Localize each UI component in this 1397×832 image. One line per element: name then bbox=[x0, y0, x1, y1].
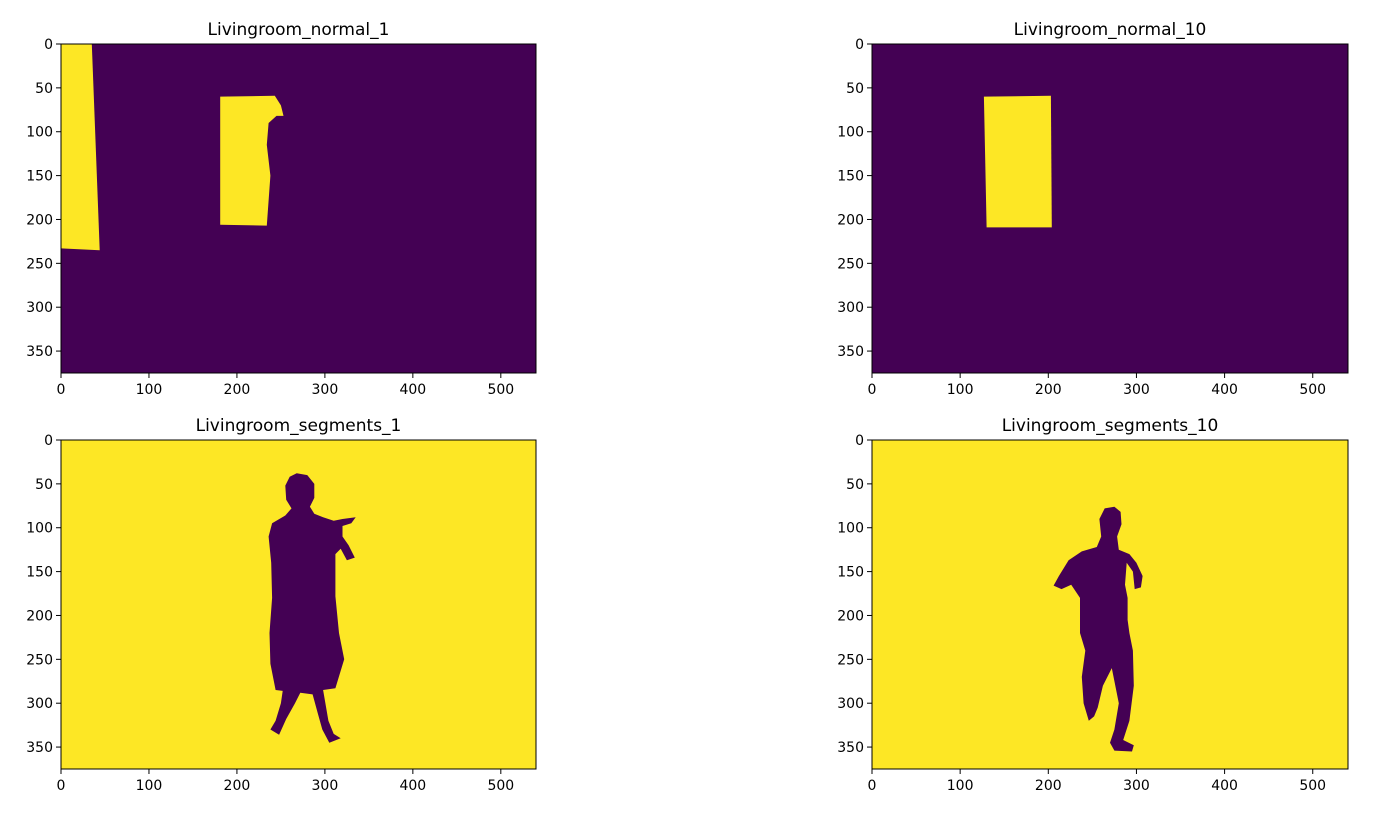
x-tick-label: 500 bbox=[1299, 778, 1326, 794]
y-tick-label: 300 bbox=[26, 300, 53, 316]
panel-livingroom-normal-10: Livingroom_normal_10 0 100 200 300 400 500 0 50 1… bbox=[837, 20, 1349, 398]
axes-frame bbox=[871, 439, 1349, 770]
y-tick-label: 0 bbox=[855, 433, 864, 449]
x-tick-label: 200 bbox=[224, 778, 251, 794]
y-tick-label: 250 bbox=[26, 652, 53, 668]
y-tick-label: 50 bbox=[846, 81, 864, 97]
x-tick-label: 200 bbox=[1035, 778, 1062, 794]
y-tick-label: 50 bbox=[35, 81, 53, 97]
y-tick-label: 250 bbox=[26, 256, 53, 272]
y-tick-label: 150 bbox=[837, 565, 864, 581]
panel-title: Livingroom_normal_10 bbox=[1014, 20, 1207, 40]
mask-region-1 bbox=[983, 95, 1052, 228]
x-tick-label: 0 bbox=[868, 382, 877, 398]
x-tick-label: 300 bbox=[312, 382, 339, 398]
y-tick-label: 100 bbox=[26, 521, 53, 537]
axes-frame bbox=[60, 439, 537, 770]
y-tick-label: 50 bbox=[35, 477, 53, 493]
image-background bbox=[872, 44, 1348, 373]
x-tick-label: 0 bbox=[57, 778, 66, 794]
y-tick-label: 350 bbox=[26, 344, 53, 360]
x-tick-label: 100 bbox=[947, 382, 974, 398]
x-tick-label: 0 bbox=[57, 382, 66, 398]
y-tick-label: 150 bbox=[26, 565, 53, 581]
x-tick-label: 500 bbox=[1299, 382, 1326, 398]
panel-title: Livingroom_segments_10 bbox=[1002, 416, 1219, 436]
y-tick-label: 350 bbox=[837, 344, 864, 360]
y-tick-label: 200 bbox=[837, 608, 864, 624]
y-tick-label: 200 bbox=[26, 212, 53, 228]
mask-region-1 bbox=[268, 473, 356, 743]
y-tick-label: 250 bbox=[837, 652, 864, 668]
axes-frame bbox=[60, 43, 537, 374]
x-tick-label: 100 bbox=[136, 778, 163, 794]
x-tick-label: 200 bbox=[1035, 382, 1062, 398]
y-tick-label: 0 bbox=[44, 37, 53, 53]
x-tick-label: 0 bbox=[868, 778, 877, 794]
x-tick-label: 100 bbox=[136, 382, 163, 398]
panel-livingroom-segments-10: Livingroom_segments_10 0 100 200 300 400 500 0 5… bbox=[837, 416, 1349, 794]
panel-title: Livingroom_normal_1 bbox=[208, 20, 390, 40]
x-tick-label: 100 bbox=[947, 778, 974, 794]
panel-title: Livingroom_segments_1 bbox=[196, 416, 402, 436]
y-tick-label: 300 bbox=[837, 696, 864, 712]
y-tick-label: 50 bbox=[846, 477, 864, 493]
x-tick-label: 500 bbox=[487, 382, 514, 398]
panel-livingroom-segments-1: Livingroom_segments_1 0 100 200 300 400 500 0 50… bbox=[26, 416, 537, 794]
y-tick-label: 350 bbox=[837, 740, 864, 756]
image-background bbox=[61, 44, 536, 373]
y-tick-label: 100 bbox=[837, 521, 864, 537]
y-tick-label: 150 bbox=[837, 169, 864, 185]
mask-region-2 bbox=[220, 95, 284, 226]
axes-frame bbox=[871, 43, 1349, 374]
x-tick-label: 400 bbox=[399, 778, 426, 794]
x-tick-label: 300 bbox=[312, 778, 339, 794]
mask-region-1 bbox=[61, 44, 100, 251]
x-tick-label: 400 bbox=[1211, 778, 1238, 794]
y-tick-label: 100 bbox=[837, 125, 864, 141]
y-tick-label: 100 bbox=[26, 125, 53, 141]
x-tick-label: 400 bbox=[399, 382, 426, 398]
x-tick-label: 300 bbox=[1123, 382, 1150, 398]
x-tick-label: 200 bbox=[224, 382, 251, 398]
y-tick-label: 150 bbox=[26, 169, 53, 185]
y-tick-label: 350 bbox=[26, 740, 53, 756]
x-tick-label: 300 bbox=[1123, 778, 1150, 794]
mask-region-1 bbox=[1053, 506, 1143, 752]
y-tick-label: 0 bbox=[44, 433, 53, 449]
y-tick-label: 0 bbox=[855, 37, 864, 53]
x-tick-label: 400 bbox=[1211, 382, 1238, 398]
y-tick-label: 250 bbox=[837, 256, 864, 272]
y-tick-label: 300 bbox=[26, 696, 53, 712]
panel-livingroom-normal-1: Livingroom_normal_1 0 100 200 300 400 500 0 50 10… bbox=[26, 20, 537, 398]
y-tick-label: 200 bbox=[26, 608, 53, 624]
x-tick-label: 500 bbox=[487, 778, 514, 794]
y-tick-label: 200 bbox=[837, 212, 864, 228]
y-tick-label: 300 bbox=[837, 300, 864, 316]
